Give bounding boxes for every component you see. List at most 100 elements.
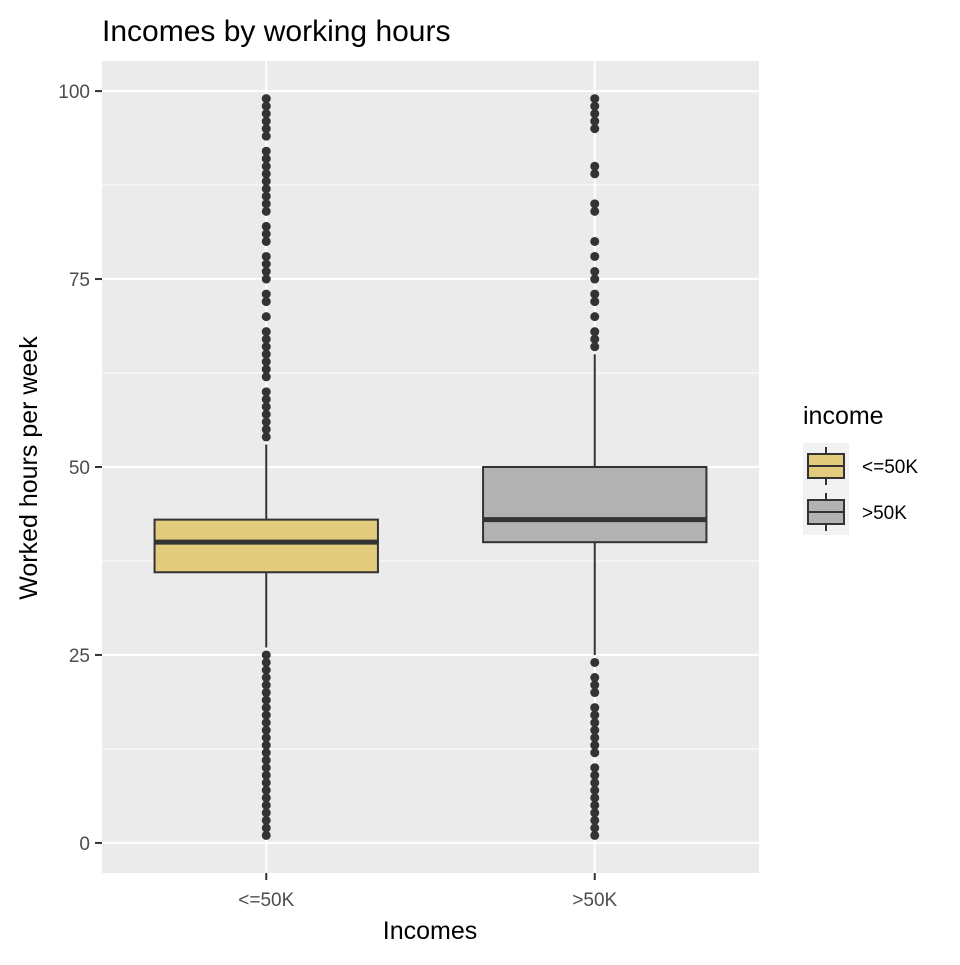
outlier-point: [261, 733, 271, 743]
outlier-point: [590, 267, 600, 277]
outlier-point: [590, 289, 600, 299]
outlier-point: [590, 657, 600, 667]
outlier-point: [261, 755, 271, 765]
outlier-point: [261, 146, 271, 156]
outlier-point: [261, 206, 271, 216]
y-tick-label: 25: [69, 646, 90, 667]
box-iqr: [153, 518, 379, 574]
outlier-point: [261, 251, 271, 261]
outlier-point: [590, 334, 600, 344]
outlier-point: [261, 184, 271, 194]
outlier-point: [261, 109, 271, 119]
y-tick-label: 75: [69, 270, 90, 291]
outlier-point: [261, 815, 271, 825]
outlier-point: [590, 748, 600, 758]
outlier-point: [590, 800, 600, 810]
outlier-point: [590, 733, 600, 743]
outlier-point: [590, 793, 600, 803]
outlier-point: [590, 808, 600, 818]
outlier-point: [261, 409, 271, 419]
y-tick-label: 100: [58, 82, 90, 103]
outlier-point: [590, 740, 600, 750]
outlier-point: [261, 274, 271, 284]
outlier-point: [590, 236, 600, 246]
outlier-point: [261, 710, 271, 720]
x-tick-label: >50K: [572, 890, 617, 911]
outlier-point: [590, 94, 600, 104]
outlier-point: [590, 710, 600, 720]
outlier-point: [261, 229, 271, 239]
outlier-point: [590, 823, 600, 833]
outlier-point: [261, 680, 271, 690]
outlier-point: [261, 387, 271, 397]
outlier-point: [590, 169, 600, 179]
outlier-point: [590, 274, 600, 284]
outlier-point: [261, 124, 271, 134]
outlier-point: [261, 725, 271, 735]
outlier-point: [261, 131, 271, 141]
outlier-point: [261, 778, 271, 788]
chart-title: Incomes by working hours: [102, 15, 451, 48]
outlier-point: [261, 417, 271, 427]
outlier-point: [261, 770, 271, 780]
outlier-point: [590, 725, 600, 735]
outlier-point: [590, 116, 600, 126]
outlier-point: [261, 394, 271, 404]
outlier-point: [261, 191, 271, 201]
legend: income <=50K >50K: [803, 402, 918, 535]
box-group: [482, 94, 708, 840]
outlier-point: [590, 673, 600, 683]
outlier-point: [590, 815, 600, 825]
outlier-point: [261, 785, 271, 795]
y-tick-label: 0: [79, 834, 90, 855]
x-tick-label: <=50K: [238, 890, 294, 911]
x-axis-title: Incomes: [383, 917, 477, 945]
outlier-point: [261, 823, 271, 833]
outlier-point: [590, 688, 600, 698]
outlier-point: [261, 101, 271, 111]
outlier-point: [261, 199, 271, 209]
outlier-point: [261, 402, 271, 412]
outlier-point: [261, 342, 271, 352]
outlier-point: [590, 770, 600, 780]
outlier-point: [261, 673, 271, 683]
outlier-point: [590, 109, 600, 119]
outlier-point: [261, 748, 271, 758]
outlier-point: [261, 357, 271, 367]
outlier-point: [590, 327, 600, 337]
outlier-point: [261, 236, 271, 246]
outlier-point: [590, 199, 600, 209]
outlier-point: [590, 778, 600, 788]
legend-item: >50K: [803, 489, 907, 535]
outlier-point: [261, 793, 271, 803]
outlier-point: [261, 695, 271, 705]
legend-label: <=50K: [862, 457, 918, 478]
y-axis-title: Worked hours per week: [15, 336, 43, 600]
outlier-point: [261, 718, 271, 728]
outlier-point: [590, 703, 600, 713]
outlier-point: [261, 259, 271, 269]
outlier-point: [261, 116, 271, 126]
legend-label: >50K: [862, 503, 907, 524]
outlier-point: [261, 176, 271, 186]
outlier-point: [261, 161, 271, 171]
outlier-point: [261, 830, 271, 840]
box-group: [153, 94, 379, 840]
outlier-point: [261, 312, 271, 322]
outlier-point: [590, 680, 600, 690]
outlier-point: [261, 154, 271, 164]
outlier-point: [261, 657, 271, 667]
outlier-point: [590, 312, 600, 322]
outlier-point: [590, 101, 600, 111]
outlier-point: [261, 688, 271, 698]
outlier-point: [261, 763, 271, 773]
legend-items: <=50K >50K: [803, 443, 918, 535]
outlier-point: [261, 372, 271, 382]
legend-item: <=50K: [803, 443, 918, 489]
outlier-point: [590, 763, 600, 773]
outlier-point: [590, 297, 600, 307]
outlier-point: [590, 718, 600, 728]
outlier-point: [261, 349, 271, 359]
